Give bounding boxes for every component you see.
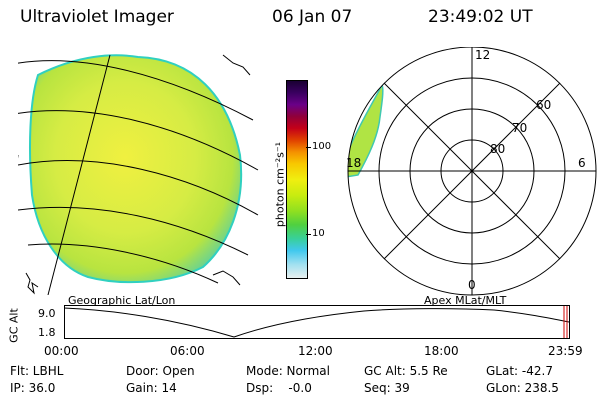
apex-caption: Apex MLat/MLT xyxy=(424,294,507,307)
x-tick-1200: 12:00 xyxy=(298,344,333,358)
gc-alt-ylabel: GC Alt xyxy=(7,308,21,343)
geographic-caption: Geographic Lat/Lon xyxy=(68,294,176,307)
latitude-line xyxy=(18,60,254,121)
mlat-80-label: 80 xyxy=(490,142,506,156)
colorbar-tick-10 xyxy=(306,234,311,235)
info-gain: Gain: 14 xyxy=(126,381,177,395)
info-dsp: Dsp: -0.0 xyxy=(246,381,312,395)
latitude-line xyxy=(27,243,219,284)
info-door: Door: Open xyxy=(126,364,195,378)
colorbar-label-10: 10 xyxy=(312,228,325,239)
gc-alt-ymin: 1.8 xyxy=(38,326,56,339)
gc-alt-ymax: 9.0 xyxy=(38,307,56,320)
info-glon: GLon: 238.5 xyxy=(486,381,559,395)
polar-axis-diagonal xyxy=(383,82,561,260)
info-gcalt: GC Alt: 5.5 Re xyxy=(364,364,448,378)
auroral-emission-patch xyxy=(348,83,384,178)
instrument-title: Ultraviolet Imager xyxy=(20,7,174,27)
colorbar-label-100: 100 xyxy=(312,141,332,152)
header-date: 06 Jan 07 xyxy=(272,7,353,27)
mlt-12-label: 12 xyxy=(475,48,491,62)
info-flt: Flt: LBHL xyxy=(10,364,64,378)
polar-mlat-mlt-plot xyxy=(347,47,597,296)
latitude-line xyxy=(18,206,249,256)
mlt-18-label: 18 xyxy=(346,156,362,170)
mlat-70-label: 70 xyxy=(512,121,528,135)
coastline xyxy=(212,270,241,286)
info-seq: Seq: 39 xyxy=(364,381,410,395)
x-tick-2359: 23:59 xyxy=(548,344,583,358)
longitude-line xyxy=(47,54,111,295)
mlat-60-label: 60 xyxy=(536,98,552,112)
mlt-6-label: 6 xyxy=(578,156,586,170)
x-tick-1800: 18:00 xyxy=(424,344,459,358)
colorbar-unit-label: photon cm⁻²s⁻¹ xyxy=(273,141,287,228)
latitude-line xyxy=(18,110,259,171)
gc-alt-plot xyxy=(64,305,570,339)
latitude-line xyxy=(18,160,259,216)
geographic-image-panel xyxy=(18,54,259,295)
x-tick-0600: 06:00 xyxy=(170,344,205,358)
info-glat: GLat: -42.7 xyxy=(486,364,553,378)
header-time: 23:49:02 UT xyxy=(428,7,533,27)
colorbar xyxy=(286,80,308,279)
mlt-0-label: 0 xyxy=(468,278,476,292)
coastline xyxy=(25,272,39,295)
gc-alt-curve xyxy=(64,307,570,338)
coastline xyxy=(222,54,251,76)
info-mode: Mode: Normal xyxy=(246,364,330,378)
info-ip: IP: 36.0 xyxy=(10,381,56,395)
x-tick-0000: 00:00 xyxy=(44,344,79,358)
uv-earth-disk xyxy=(29,54,243,284)
colorbar-tick-100 xyxy=(306,147,311,148)
